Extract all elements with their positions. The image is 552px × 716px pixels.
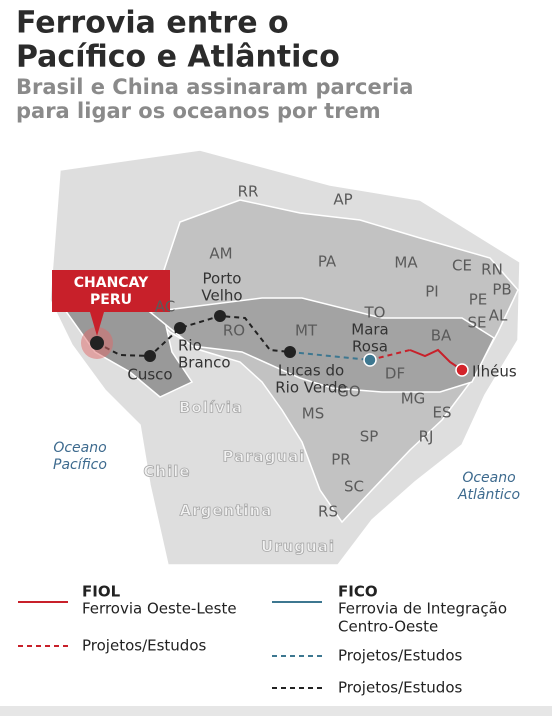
station xyxy=(455,363,469,377)
city-label: Branco xyxy=(178,354,231,372)
city-label: Lucas do xyxy=(278,362,344,380)
ocean-label: Atlântico xyxy=(457,487,520,503)
state-label: BA xyxy=(431,327,452,345)
state-label: AC xyxy=(155,298,175,316)
station xyxy=(284,346,296,358)
state-label: PR xyxy=(331,451,350,469)
legend-code: FICO xyxy=(338,583,378,601)
city-label: Porto xyxy=(203,270,242,288)
state-label: AP xyxy=(333,191,352,209)
legend-text: Projetos/Estudos xyxy=(82,637,206,655)
state-label: RJ xyxy=(419,428,434,446)
title-line: Ferrovia entre o xyxy=(16,6,289,41)
route-projects xyxy=(96,314,291,358)
title-line: Pacífico e Atlântico xyxy=(16,40,340,75)
state-label: PI xyxy=(425,283,438,301)
state-label: MA xyxy=(394,254,418,272)
station xyxy=(214,310,226,322)
subtitle-line: Brasil e China assinaram parceria xyxy=(16,75,413,99)
state-label: ES xyxy=(433,404,452,422)
state-label: RR xyxy=(238,183,259,201)
state-label: AL xyxy=(489,307,508,325)
station xyxy=(363,353,377,367)
state-label: PA xyxy=(318,253,337,271)
legend-text: Ferrovia Oeste-Leste xyxy=(82,600,237,618)
city-label: Velho xyxy=(201,287,242,305)
state-label: SE xyxy=(468,314,487,332)
state-label: AM xyxy=(209,245,232,263)
legend-text: Projetos/Estudos xyxy=(338,647,462,665)
city-label: Rio Verde xyxy=(275,379,347,397)
country-label: Bolívia xyxy=(179,399,243,417)
legend-code: FIOL xyxy=(82,583,121,601)
footer-band xyxy=(0,706,552,716)
city-label: Rosa xyxy=(352,338,388,356)
state-label: PE xyxy=(469,291,488,309)
state-label: CE xyxy=(452,257,472,275)
state-label: RS xyxy=(318,503,338,521)
badge-text: CHANCAY xyxy=(74,275,149,291)
state-label: MG xyxy=(401,390,426,408)
station xyxy=(90,336,104,350)
state-label: SC xyxy=(344,478,364,496)
station xyxy=(144,350,156,362)
legend: FIOL Ferrovia Oeste-Leste Projetos/Estud… xyxy=(18,583,507,697)
city-label: Rio xyxy=(178,337,202,355)
state-label: MS xyxy=(302,405,324,423)
state-label: RN xyxy=(481,261,503,279)
state-label: SP xyxy=(360,428,379,446)
ocean-label: Pacífico xyxy=(53,457,107,473)
badge-text: PERU xyxy=(90,292,132,308)
state-label: DF xyxy=(385,365,405,383)
legend-text: Projetos/Estudos xyxy=(338,679,462,697)
country-label: Paraguai xyxy=(223,448,306,466)
city-label: Mara xyxy=(351,321,389,339)
country-label: Uruguai xyxy=(261,538,335,556)
city-label: Ilhéus xyxy=(472,363,517,381)
state-label: RO xyxy=(223,322,245,340)
legend-text: Ferrovia de Integração xyxy=(338,600,507,618)
badge xyxy=(52,270,170,336)
state-label: GO xyxy=(337,383,360,401)
state-label: PB xyxy=(492,281,511,299)
country-label: Chile xyxy=(143,463,190,481)
fico-projects xyxy=(289,351,371,361)
state-label: TO xyxy=(364,304,386,322)
route-states xyxy=(148,297,495,393)
fiol-line xyxy=(409,348,463,371)
fiol-projects xyxy=(369,349,411,361)
ocean-label: Oceano xyxy=(462,470,515,486)
subtitle-line: para ligar os oceanos por trem xyxy=(16,99,381,123)
city-label: Cusco xyxy=(127,366,172,384)
ocean-label: Oceano xyxy=(53,440,106,456)
map: CHANCAY PERU xyxy=(49,149,521,566)
legend-text: Centro-Oeste xyxy=(338,618,438,636)
station xyxy=(174,322,186,334)
state-label: MT xyxy=(295,322,318,340)
country-label: Argentina xyxy=(180,502,273,520)
